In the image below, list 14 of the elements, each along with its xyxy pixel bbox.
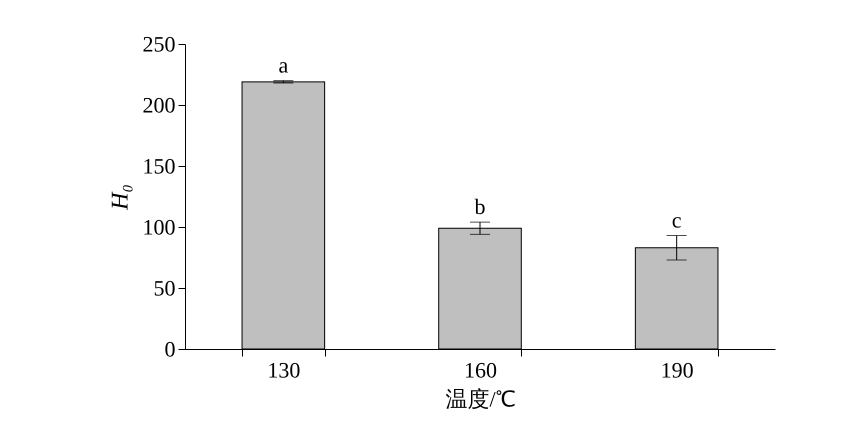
annotation: b: [474, 194, 486, 220]
y-axis-title: H₀: [108, 184, 134, 211]
y-tick-label: 150: [142, 154, 176, 178]
x-tick-label: 190: [660, 358, 694, 382]
y-tick-label: 50: [154, 276, 176, 300]
y-tick-label: 100: [142, 214, 176, 240]
y-tick-label: 200: [142, 92, 176, 118]
x-axis-title: 温度/℃: [445, 386, 516, 412]
y-tick-label: 250: [142, 32, 176, 56]
annotation: c: [672, 208, 682, 233]
y-tick-label: 0: [164, 336, 176, 362]
x-tick-label: 130: [267, 358, 300, 382]
x-tick-label: 160: [464, 358, 497, 382]
annotation: a: [278, 52, 288, 78]
